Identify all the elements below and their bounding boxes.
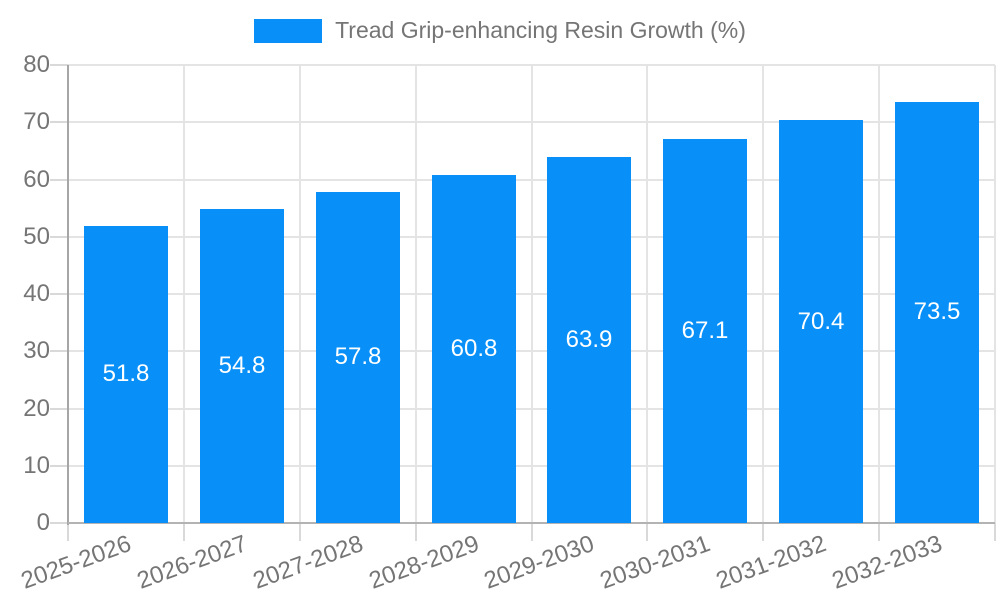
bar: 57.8 xyxy=(316,192,400,523)
x-axis-line xyxy=(68,522,995,524)
y-axis-tick xyxy=(50,179,68,181)
x-axis-tick xyxy=(762,523,764,541)
x-axis-tick xyxy=(994,523,996,541)
y-axis-line xyxy=(67,65,69,525)
y-axis-tick-label: 10 xyxy=(23,452,50,479)
x-axis-tick xyxy=(183,523,185,541)
bar: 67.1 xyxy=(663,139,747,523)
y-axis-tick-label: 0 xyxy=(36,509,50,536)
gridline-vertical xyxy=(299,65,301,523)
y-axis-tick xyxy=(50,522,68,524)
y-axis-tick-label: 60 xyxy=(23,166,50,193)
bar: 51.8 xyxy=(84,226,168,523)
chart-legend: Tread Grip-enhancing Resin Growth (%) xyxy=(0,17,1000,44)
gridline-vertical xyxy=(762,65,764,523)
y-axis-tick xyxy=(50,236,68,238)
x-axis-tick-label: 2027-2028 xyxy=(249,530,367,595)
bar-value-label: 63.9 xyxy=(565,326,613,353)
bar-value-label: 60.8 xyxy=(450,335,498,362)
gridline-vertical xyxy=(878,65,880,523)
y-axis-tick-label: 40 xyxy=(23,280,50,307)
bar: 63.9 xyxy=(547,157,631,523)
x-axis-tick-label: 2030-2031 xyxy=(596,530,714,595)
y-axis-tick-label: 70 xyxy=(23,108,50,135)
x-axis-tick-label: 2026-2027 xyxy=(133,530,251,595)
x-axis-tick xyxy=(878,523,880,541)
x-axis-tick-label: 2029-2030 xyxy=(480,530,598,595)
gridline-vertical xyxy=(415,65,417,523)
bar-value-label: 51.8 xyxy=(102,360,150,387)
bar: 73.5 xyxy=(895,102,979,523)
gridline-vertical xyxy=(531,65,533,523)
bar-value-label: 67.1 xyxy=(681,317,729,344)
x-axis-tick-label: 2032-2033 xyxy=(828,530,946,595)
y-axis-tick-label: 30 xyxy=(23,337,50,364)
y-axis-tick-label: 80 xyxy=(23,51,50,78)
x-axis-tick xyxy=(299,523,301,541)
y-axis-tick xyxy=(50,293,68,295)
x-axis-tick xyxy=(531,523,533,541)
legend-label: Tread Grip-enhancing Resin Growth (%) xyxy=(335,17,746,43)
y-axis-tick xyxy=(50,408,68,410)
x-axis-tick-label: 2031-2032 xyxy=(712,530,830,595)
y-axis-tick xyxy=(50,121,68,123)
x-axis-tick xyxy=(646,523,648,541)
bar: 70.4 xyxy=(779,120,863,523)
y-axis-tick-label: 20 xyxy=(23,395,50,422)
bar-value-label: 73.5 xyxy=(913,298,961,325)
x-axis-tick-label: 2028-2029 xyxy=(365,530,483,595)
x-axis-tick xyxy=(415,523,417,541)
bar: 60.8 xyxy=(432,175,516,523)
gridline-vertical xyxy=(646,65,648,523)
y-axis-tick-label: 50 xyxy=(23,223,50,250)
gridline-vertical xyxy=(994,65,996,523)
bar-value-label: 54.8 xyxy=(218,352,266,379)
y-axis-tick xyxy=(50,64,68,66)
x-axis-tick-label: 2025-2026 xyxy=(17,530,135,595)
legend-swatch xyxy=(254,18,323,43)
bar: 54.8 xyxy=(200,209,284,523)
gridline-vertical xyxy=(183,65,185,523)
y-axis-tick xyxy=(50,465,68,467)
y-axis-tick xyxy=(50,350,68,352)
x-axis-tick xyxy=(67,523,69,541)
bar-value-label: 70.4 xyxy=(797,308,845,335)
bar-value-label: 57.8 xyxy=(334,343,382,370)
